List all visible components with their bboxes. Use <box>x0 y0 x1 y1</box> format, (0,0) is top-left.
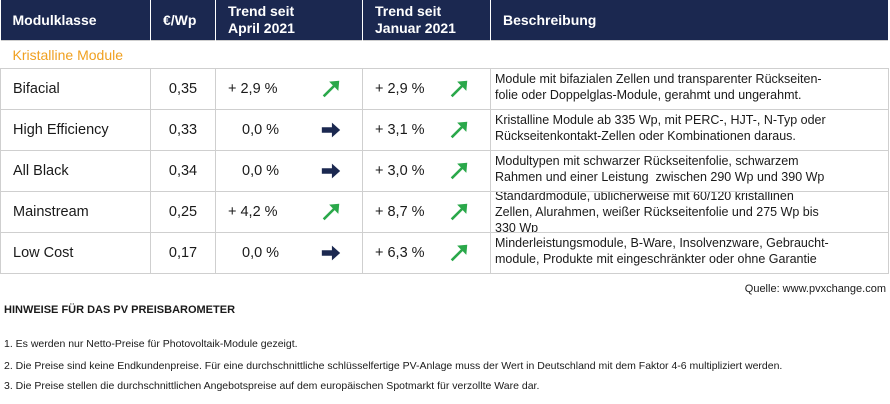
note: 1. Es werden nur Netto-Preise für Photov… <box>4 338 298 350</box>
arrow-up <box>448 242 470 264</box>
trend-cell: 0,0 % <box>215 232 363 274</box>
price: 0,34 <box>150 150 216 192</box>
arrow-up <box>320 201 342 223</box>
description: Standardmodule, üblicherweise mit 60/120… <box>495 191 819 232</box>
trend: + 2,9 % <box>375 81 425 97</box>
desc-cell: Minderleistungsmodule, B-Ware, Insolvenz… <box>490 232 889 274</box>
header-cell: Beschreibung <box>490 0 889 41</box>
arrow-up <box>448 160 470 182</box>
header-cell: €/Wp <box>150 0 216 41</box>
section-label: Kristalline Module <box>0 40 889 69</box>
row: Bifacial 0,35 + 2,9 % + 2,9 % Module mit… <box>0 68 889 110</box>
price: 0,33 <box>150 109 216 151</box>
trend-cell: + 3,0 % <box>362 150 491 192</box>
trend: 0,0 % <box>242 122 280 138</box>
class: High Efficiency <box>0 109 151 151</box>
price: 0,25 <box>150 191 216 233</box>
arrow-right <box>320 160 342 182</box>
arrow-up <box>448 201 470 223</box>
trend: + 2,9 % <box>228 81 278 97</box>
note: 2. Die Preise sind keine Endkundenpreise… <box>4 360 783 372</box>
notes-title: HINWEISE FÜR DAS PV PREISBAROMETER <box>4 304 236 316</box>
desc-cell: Standardmodule, üblicherweise mit 60/120… <box>490 191 889 233</box>
description: Module mit bifazialen Zellen und transpa… <box>495 72 822 102</box>
desc-cell: Module mit bifazialen Zellen und transpa… <box>490 68 889 110</box>
price: 0,17 <box>150 232 216 274</box>
class: All Black <box>0 150 151 192</box>
trend: + 6,3 % <box>375 245 425 261</box>
trend: 0,0 % <box>242 163 280 179</box>
header-cell: Trend seit Januar 2021 <box>362 0 491 41</box>
arrow-up <box>320 78 342 100</box>
header-row: Modulklasse €/Wp Trend seit April 2021 T… <box>0 0 889 41</box>
source: Quelle: www.pvxchange.com <box>744 283 886 295</box>
arrow-up <box>448 78 470 100</box>
price: 0,35 <box>150 68 216 110</box>
header-cell: Modulklasse <box>0 0 151 41</box>
desc-cell: Kristalline Module ab 335 Wp, mit PERC-,… <box>490 109 889 151</box>
trend: + 8,7 % <box>375 204 425 220</box>
trend: + 3,1 % <box>375 122 425 138</box>
arrow-right <box>320 119 342 141</box>
trend-cell: + 2,9 % <box>362 68 491 110</box>
note: 3. Die Preise stellen die durchschnittli… <box>4 380 540 392</box>
row: Low Cost 0,17 0,0 % + 6,3 % Minderleistu… <box>0 232 889 274</box>
trend-cell: + 6,3 % <box>362 232 491 274</box>
trend-cell: + 4,2 % <box>215 191 363 233</box>
desc-cell: Modultypen mit schwarzer Rückseitenfolie… <box>490 150 889 192</box>
description: Minderleistungsmodule, B-Ware, Insolvenz… <box>495 236 829 266</box>
class: Bifacial <box>0 68 151 110</box>
row: All Black 0,34 0,0 % + 3,0 % Modultypen … <box>0 150 889 192</box>
trend-cell: 0,0 % <box>215 109 363 151</box>
trend: + 3,0 % <box>375 163 425 179</box>
description: Kristalline Module ab 335 Wp, mit PERC-,… <box>495 113 826 143</box>
trend-cell: + 3,1 % <box>362 109 491 151</box>
class: Mainstream <box>0 191 151 233</box>
arrow-right <box>320 242 342 264</box>
trend-cell: 0,0 % <box>215 150 363 192</box>
row: High Efficiency 0,33 0,0 % + 3,1 % Krist… <box>0 109 889 151</box>
arrow-up <box>448 119 470 141</box>
trend: + 4,2 % <box>228 204 278 220</box>
price-table: Modulklasse €/Wp Trend seit April 2021 T… <box>0 0 889 274</box>
trend: 0,0 % <box>242 245 280 261</box>
description: Modultypen mit schwarzer Rückseitenfolie… <box>495 154 825 184</box>
trend-cell: + 8,7 % <box>362 191 491 233</box>
section-row: Kristalline Module <box>0 40 889 69</box>
header-cell: Trend seit April 2021 <box>215 0 363 41</box>
row: Mainstream 0,25 + 4,2 % + 8,7 % Standard… <box>0 191 889 233</box>
class: Low Cost <box>0 232 151 274</box>
trend-cell: + 2,9 % <box>215 68 363 110</box>
